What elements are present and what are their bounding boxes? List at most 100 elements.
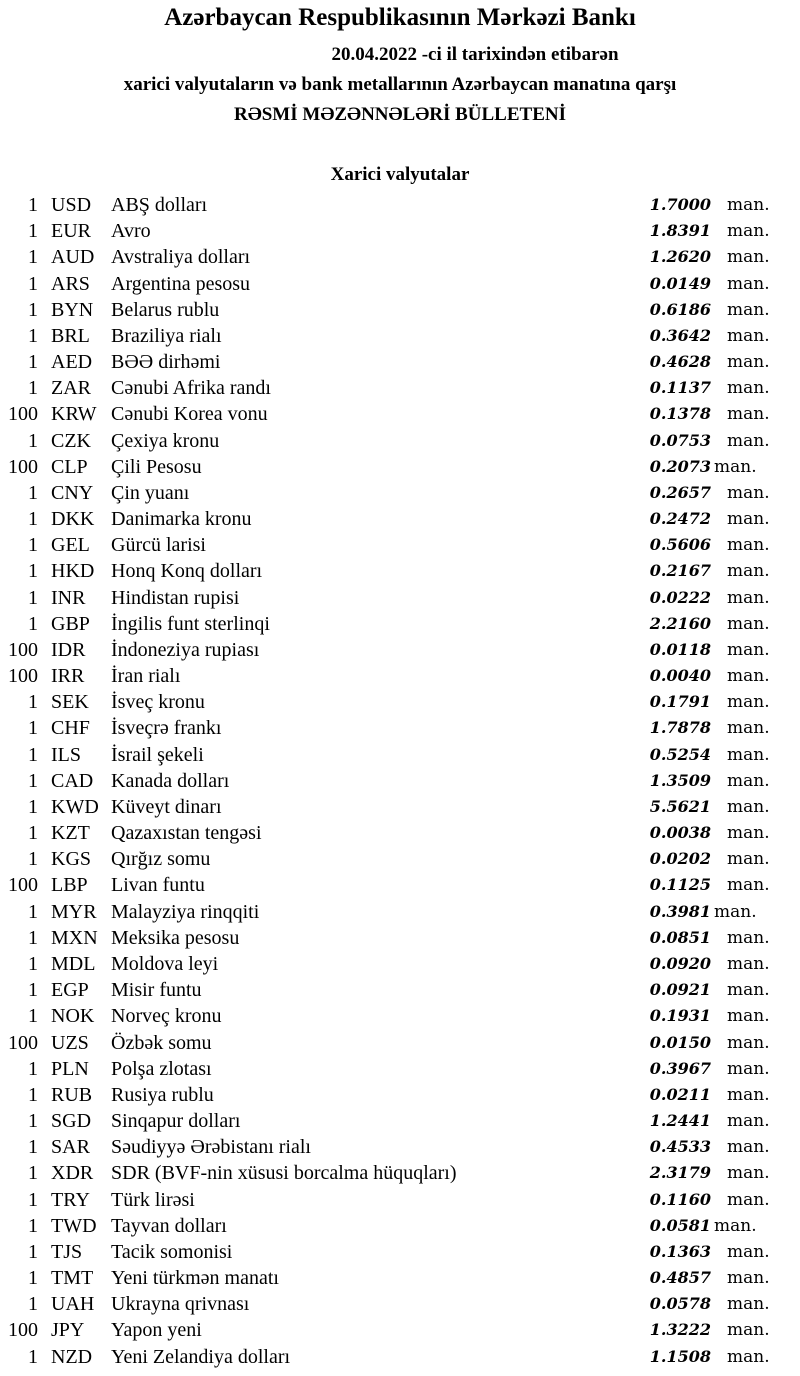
currency-code: KGS	[51, 848, 92, 871]
rate-unit: man.	[727, 875, 770, 896]
table-row: 1 USD ABŞ dolları 1.7000 man.	[0, 192, 800, 218]
table-row: 1 CNY Çin yuanı 0.2657 man.	[0, 480, 800, 506]
currency-quantity: 100	[8, 665, 38, 688]
table-row: 100 UZS Özbək somu 0.0150 man.	[0, 1030, 800, 1056]
currency-name: Misir funtu	[111, 979, 202, 1002]
currency-quantity: 1	[28, 246, 38, 269]
currency-quantity: 1	[28, 691, 38, 714]
currency-name: Norveç kronu	[111, 1005, 222, 1028]
rate-unit: man.	[727, 744, 770, 765]
table-row: 100 JPY Yapon yeni 1.3222 man.	[0, 1317, 800, 1343]
currency-quantity: 1	[28, 769, 38, 792]
currency-name: Argentina pesosu	[111, 272, 251, 295]
currency-quantity: 1	[28, 1293, 38, 1316]
currency-code: ZAR	[51, 377, 91, 400]
table-row: 1 AED BƏƏ dirhəmi 0.4628 man.	[0, 349, 800, 375]
table-row: 1 HKD Honq Konq dolları 0.2167 man.	[0, 558, 800, 584]
table-row: 1 ZAR Cənubi Afrika randı 0.1137 man.	[0, 375, 800, 401]
currency-name: İran rialı	[111, 665, 181, 688]
rate-value: 5.5621	[649, 796, 711, 816]
table-row: 1 SEK İsveç kronu 0.1791 man.	[0, 689, 800, 715]
rate-unit: man.	[727, 535, 770, 556]
table-row: 1 RUB Rusiya rublu 0.0211 man.	[0, 1082, 800, 1108]
currency-quantity: 1	[28, 1345, 38, 1368]
rate-unit: man.	[727, 639, 770, 660]
currency-name: Rusiya rublu	[111, 1083, 214, 1106]
currency-code: MYR	[51, 900, 97, 923]
rate-value: 0.0040	[649, 666, 711, 686]
rate-unit: man.	[727, 796, 770, 817]
currency-name: İsveç kronu	[111, 691, 205, 714]
table-row: 1 CHF İsveçrə frankı 1.7878 man.	[0, 715, 800, 741]
rate-value: 0.2167	[649, 561, 711, 581]
currency-quantity: 1	[28, 481, 38, 504]
currency-code: UZS	[51, 1031, 89, 1054]
section-heading: Xarici valyutalar	[330, 164, 470, 185]
currency-name: Danimarka kronu	[111, 508, 252, 531]
currency-code: EGP	[51, 979, 89, 1002]
rate-unit: man.	[727, 378, 770, 399]
rate-value: 2.3179	[649, 1163, 711, 1183]
rate-value: 0.3967	[649, 1058, 711, 1078]
currency-name: İsveçrə frankı	[111, 717, 222, 740]
currency-name: Moldova leyi	[111, 952, 219, 975]
currency-code: KZT	[51, 822, 90, 845]
rate-unit: man.	[727, 430, 770, 451]
table-row: 100 IDR İndoneziya rupiası 0.0118 man.	[0, 637, 800, 663]
currency-code: KRW	[51, 403, 97, 426]
rate-value: 1.8391	[649, 221, 711, 241]
currency-quantity: 1	[28, 952, 38, 975]
rate-value: 0.1378	[649, 404, 711, 424]
rate-unit: man.	[727, 509, 770, 530]
currency-code: TJS	[51, 1240, 83, 1263]
rate-value: 0.4533	[649, 1137, 711, 1157]
rate-value: 0.5606	[649, 535, 711, 555]
currency-code: PLN	[51, 1057, 89, 1080]
rate-unit: man.	[727, 1268, 770, 1289]
currency-quantity: 100	[8, 874, 38, 897]
rate-unit: man.	[714, 456, 757, 477]
currency-name: ABŞ dolları	[111, 194, 208, 216]
rate-unit: man.	[727, 613, 770, 634]
currency-quantity: 1	[28, 351, 38, 374]
rate-value: 1.2620	[649, 247, 711, 267]
rate-value: 0.1160	[649, 1189, 711, 1209]
currency-name: Yapon yeni	[111, 1319, 202, 1342]
currency-code: XDR	[51, 1162, 94, 1185]
rate-unit: man.	[727, 221, 770, 242]
currency-quantity: 1	[28, 900, 38, 923]
rate-value: 0.4857	[649, 1268, 711, 1288]
currency-quantity: 1	[28, 220, 38, 243]
rate-value: 0.6186	[649, 299, 711, 319]
currency-code: MXN	[51, 926, 98, 949]
currency-quantity: 1	[28, 612, 38, 635]
currency-quantity: 1	[28, 429, 38, 452]
table-row: 100 IRR İran rialı 0.0040 man.	[0, 663, 800, 689]
rate-unit: man.	[727, 1032, 770, 1053]
currency-name: Avro	[111, 220, 151, 243]
rate-value: 0.0202	[649, 849, 711, 869]
bulletin-title: RƏSMİ MƏZƏNNƏLƏRİ BÜLLETENİ	[233, 104, 566, 125]
table-row: 1 MDL Moldova leyi 0.0920 man.	[0, 951, 800, 977]
currency-quantity: 1	[28, 822, 38, 845]
currency-quantity: 1	[28, 194, 38, 216]
rate-unit: man.	[727, 325, 770, 346]
currency-quantity: 1	[28, 272, 38, 295]
table-row: 1 TMT Yeni türkmən manatı 0.4857 man.	[0, 1265, 800, 1291]
rate-unit: man.	[727, 299, 770, 320]
table-row: 1 SAR Səudiyyə Ərəbistanı rialı 0.4533 man.	[0, 1134, 800, 1160]
rate-value: 1.1508	[649, 1346, 711, 1366]
rate-value: 0.0921	[649, 980, 711, 1000]
currency-name: Cənubi Afrika randı	[111, 377, 271, 400]
currency-code: NOK	[51, 1005, 95, 1028]
table-row: 1 CAD Kanada dolları 1.3509 man.	[0, 768, 800, 794]
rate-unit: man.	[727, 1189, 770, 1210]
currency-code: HKD	[51, 560, 95, 583]
currency-code: CLP	[51, 455, 88, 478]
currency-name: Çili Pesosu	[111, 455, 202, 478]
rate-value: 0.1125	[649, 875, 711, 895]
currency-quantity: 1	[28, 1005, 38, 1028]
table-row: 1 NOK Norveç kronu 0.1931 man.	[0, 1003, 800, 1029]
table-row: 1 ARS Argentina pesosu 0.0149 man.	[0, 271, 800, 297]
table-row: 100 KRW Cənubi Korea vonu 0.1378 man.	[0, 401, 800, 427]
